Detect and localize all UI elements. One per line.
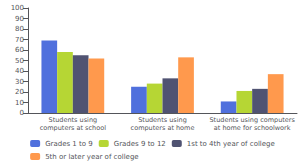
svg-text:at home for schoolwork: at home for schoolwork <box>214 124 291 132</box>
svg-text:20: 20 <box>15 88 24 96</box>
svg-text:40: 40 <box>15 67 24 75</box>
svg-text:90: 90 <box>15 15 24 23</box>
svg-text:Students using: Students using <box>49 116 98 124</box>
svg-text:50: 50 <box>15 57 24 65</box>
svg-text:60: 60 <box>15 46 24 54</box>
svg-text:Grades 9 to 12: Grades 9 to 12 <box>114 140 166 148</box>
svg-text:5th or later year of college: 5th or later year of college <box>45 153 139 161</box>
svg-text:30: 30 <box>15 78 24 86</box>
svg-text:computers at school: computers at school <box>40 124 106 132</box>
svg-text:100: 100 <box>11 4 24 12</box>
svg-text:1st to 4th year of college: 1st to 4th year of college <box>187 140 275 148</box>
svg-text:Students using: Students using <box>138 116 187 124</box>
svg-text:80: 80 <box>15 25 24 33</box>
svg-text:computers at home: computers at home <box>131 124 195 132</box>
svg-text:70: 70 <box>15 36 24 44</box>
svg-text:Students using computers: Students using computers <box>209 116 295 124</box>
svg-text:Grades 1 to 9: Grades 1 to 9 <box>45 140 93 148</box>
svg-text:10: 10 <box>15 99 24 107</box>
svg-text:0: 0 <box>20 109 24 117</box>
